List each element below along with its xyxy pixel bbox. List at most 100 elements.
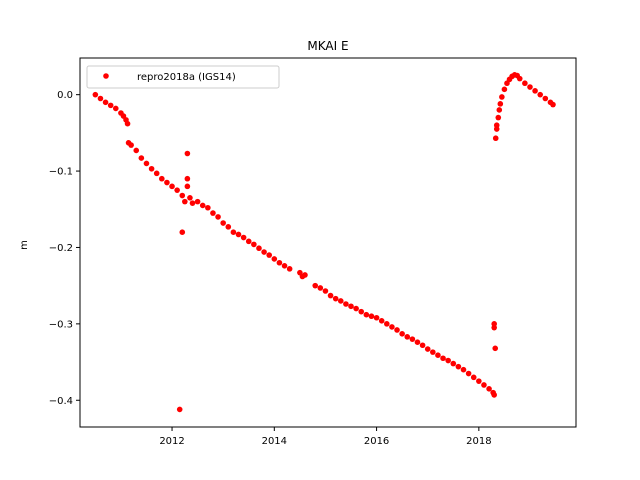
data-point xyxy=(358,308,365,315)
legend: repro2018a (IGS14) xyxy=(86,65,280,89)
data-point xyxy=(491,324,497,331)
data-point xyxy=(486,386,492,392)
data-point xyxy=(266,252,273,258)
data-point xyxy=(210,210,216,216)
data-point xyxy=(522,80,528,87)
data-point xyxy=(179,192,186,199)
data-point xyxy=(281,263,288,269)
data-point xyxy=(492,345,499,352)
data-point xyxy=(148,165,155,172)
x-tick-label: 2012 xyxy=(159,436,184,447)
data-point xyxy=(174,187,180,193)
data-point xyxy=(332,295,339,302)
data-point xyxy=(481,382,487,388)
legend-label: repro2018a (IGS14) xyxy=(137,72,236,83)
data-point xyxy=(240,234,247,241)
data-point xyxy=(184,175,191,182)
data-point xyxy=(404,334,411,340)
data-point xyxy=(235,231,242,238)
data-point xyxy=(445,357,451,364)
data-point xyxy=(368,313,375,320)
data-point xyxy=(251,241,257,248)
data-point xyxy=(271,256,278,262)
data-point xyxy=(164,179,170,186)
data-point xyxy=(194,198,201,205)
data-point xyxy=(256,245,262,252)
y-tick-label: −0.1 xyxy=(49,167,73,178)
data-point xyxy=(176,406,183,413)
x-tick-label: 2014 xyxy=(262,436,287,447)
data-point xyxy=(465,370,472,377)
y-axis-label: m xyxy=(19,240,30,250)
data-point xyxy=(419,342,426,349)
data-point xyxy=(378,318,385,324)
data-point xyxy=(112,105,119,112)
data-point xyxy=(435,352,441,358)
data-point xyxy=(363,311,370,318)
data-point xyxy=(169,183,175,190)
data-point xyxy=(409,336,416,342)
legend-marker xyxy=(103,73,109,79)
data-point xyxy=(394,327,400,333)
data-point xyxy=(430,349,436,355)
data-point xyxy=(102,99,109,106)
data-point xyxy=(184,150,191,157)
data-point xyxy=(184,183,191,190)
data-point xyxy=(143,160,150,167)
data-point xyxy=(205,204,211,211)
data-point xyxy=(384,321,390,327)
data-point xyxy=(189,200,196,206)
data-point xyxy=(230,229,237,235)
data-point xyxy=(537,91,544,98)
data-point xyxy=(128,142,134,148)
data-point xyxy=(399,331,405,337)
data-point xyxy=(493,122,500,129)
data-point xyxy=(470,374,477,381)
data-point xyxy=(220,220,226,226)
chart-title: MKAI E xyxy=(307,39,348,53)
ticks-layer: 2012 2014 2016 2018 0.0 −0.1 −0.2 −0.3 −0.4 xyxy=(49,90,492,447)
data-point xyxy=(492,135,499,142)
x-tick-label: 2018 xyxy=(466,436,491,447)
data-point xyxy=(414,339,421,346)
data-point xyxy=(312,282,319,289)
data-point xyxy=(389,324,395,330)
data-point xyxy=(302,272,308,278)
data-point xyxy=(527,84,533,90)
data-point xyxy=(92,91,99,98)
data-point xyxy=(353,305,359,312)
plot-area-frame xyxy=(79,57,577,428)
data-point xyxy=(261,249,267,255)
data-point xyxy=(225,224,232,230)
data-point xyxy=(276,259,283,266)
data-point xyxy=(440,355,446,362)
data-point xyxy=(343,301,349,307)
data-point xyxy=(215,214,221,220)
x-tick-label: 2016 xyxy=(364,436,389,447)
data-point xyxy=(532,88,538,94)
data-point xyxy=(516,75,523,82)
data-point xyxy=(133,147,140,154)
data-point xyxy=(476,378,482,384)
y-tick-label: −0.2 xyxy=(49,243,73,254)
data-point xyxy=(450,360,457,367)
data-point xyxy=(159,175,165,182)
data-point xyxy=(424,346,431,352)
data-point xyxy=(491,392,497,398)
y-tick-label: 0.0 xyxy=(57,90,73,101)
data-point xyxy=(286,266,293,272)
data-point xyxy=(501,86,508,93)
points-layer xyxy=(92,72,556,413)
data-point xyxy=(499,94,505,100)
data-point xyxy=(337,298,344,304)
data-point xyxy=(495,114,502,121)
data-point xyxy=(327,292,334,299)
data-point xyxy=(455,363,462,370)
data-point xyxy=(497,101,504,107)
y-tick-label: −0.4 xyxy=(49,396,73,407)
data-point xyxy=(153,170,160,177)
data-point xyxy=(107,102,114,109)
data-point xyxy=(542,95,549,102)
data-point xyxy=(496,107,503,113)
legend-box xyxy=(86,65,280,89)
